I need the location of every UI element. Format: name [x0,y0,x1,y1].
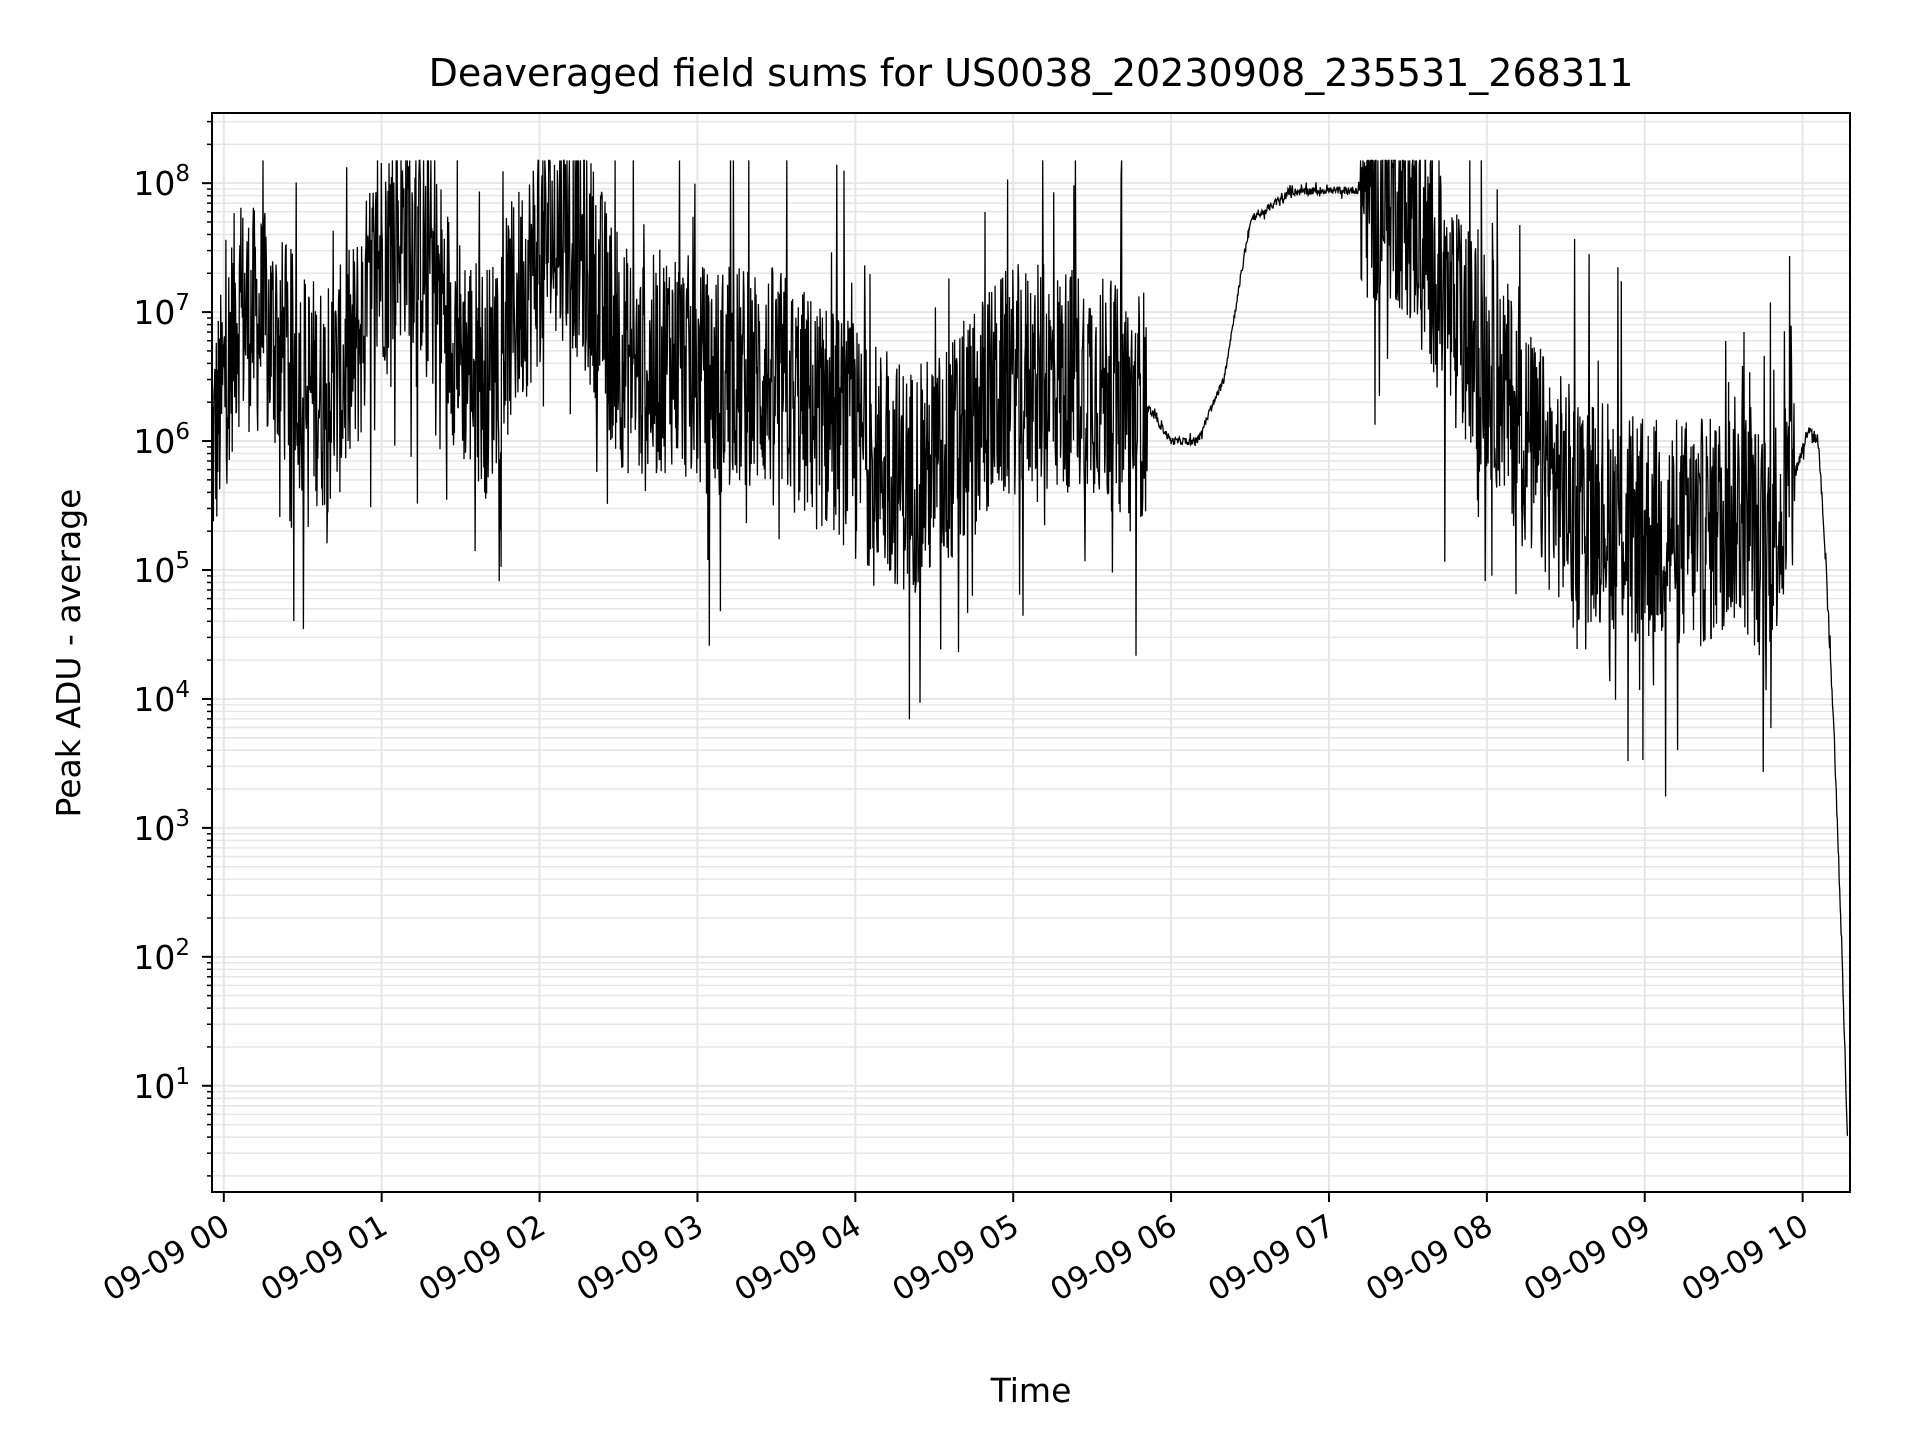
y-tick-label: 106 [133,419,190,461]
data-series-line [211,159,1849,1136]
y-tick-label: 101 [133,1064,190,1106]
data-line-layer [211,159,1849,1136]
y-tick-label: 107 [133,290,190,332]
y-tick-label: 105 [133,548,190,590]
y-tick-label: 102 [133,935,190,977]
chart-title: Deaveraged field sums for US0038_2023090… [429,51,1634,95]
y-tick-label: 108 [133,161,190,203]
y-tick-label: 104 [133,677,190,719]
y-tick-label: 103 [133,806,190,848]
y-axis: 101 102 103 104 105 106 107 108 [133,120,212,1177]
y-axis-label: Peak ADU - average [49,489,88,818]
plot-frame [211,112,1851,1193]
x-axis-label: Time [990,1371,1072,1410]
